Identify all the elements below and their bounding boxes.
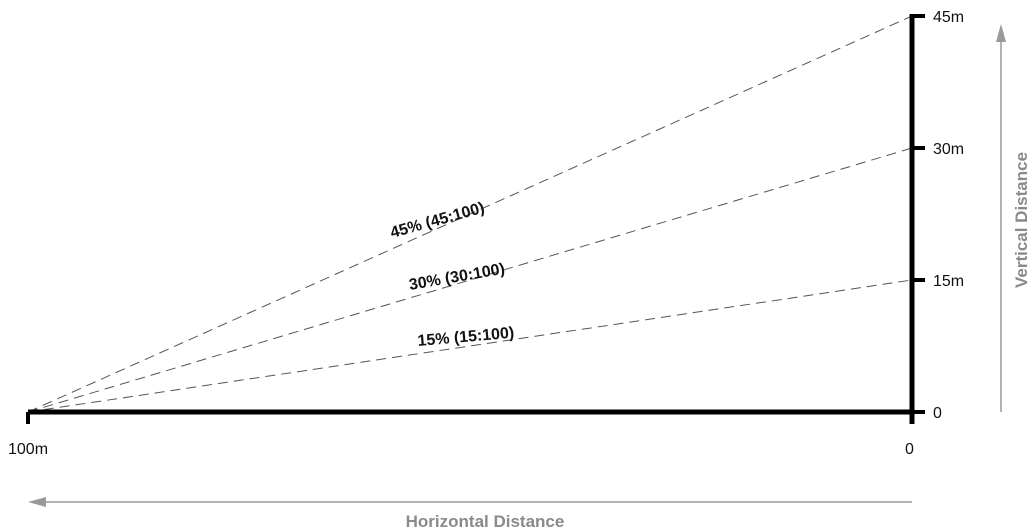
slope-label-15: 15% (15:100) xyxy=(417,325,515,350)
vertical-tick-label-30: 30m xyxy=(933,141,964,158)
slope-label-45: 45% (45:100) xyxy=(389,200,487,242)
slope-line-30 xyxy=(27,147,913,413)
vertical-tick-label-0: 0 xyxy=(933,405,942,422)
horizontal-label-left: 100m xyxy=(8,441,48,458)
slope-label-30: 30% (30:100) xyxy=(408,261,506,294)
horizontal-axis-title: Horizontal Distance xyxy=(406,512,565,531)
vertical-tick-label-45: 45m xyxy=(933,9,964,26)
vertical-arrow-head-icon xyxy=(996,24,1006,42)
vertical-axis-title: Vertical Distance xyxy=(1012,152,1031,288)
horizontal-label-right: 0 xyxy=(905,441,914,458)
horizontal-arrow-head-icon xyxy=(28,497,46,507)
slope-line-15 xyxy=(27,279,913,413)
slope-line-45 xyxy=(27,15,913,413)
vertical-tick-label-15: 15m xyxy=(933,273,964,290)
